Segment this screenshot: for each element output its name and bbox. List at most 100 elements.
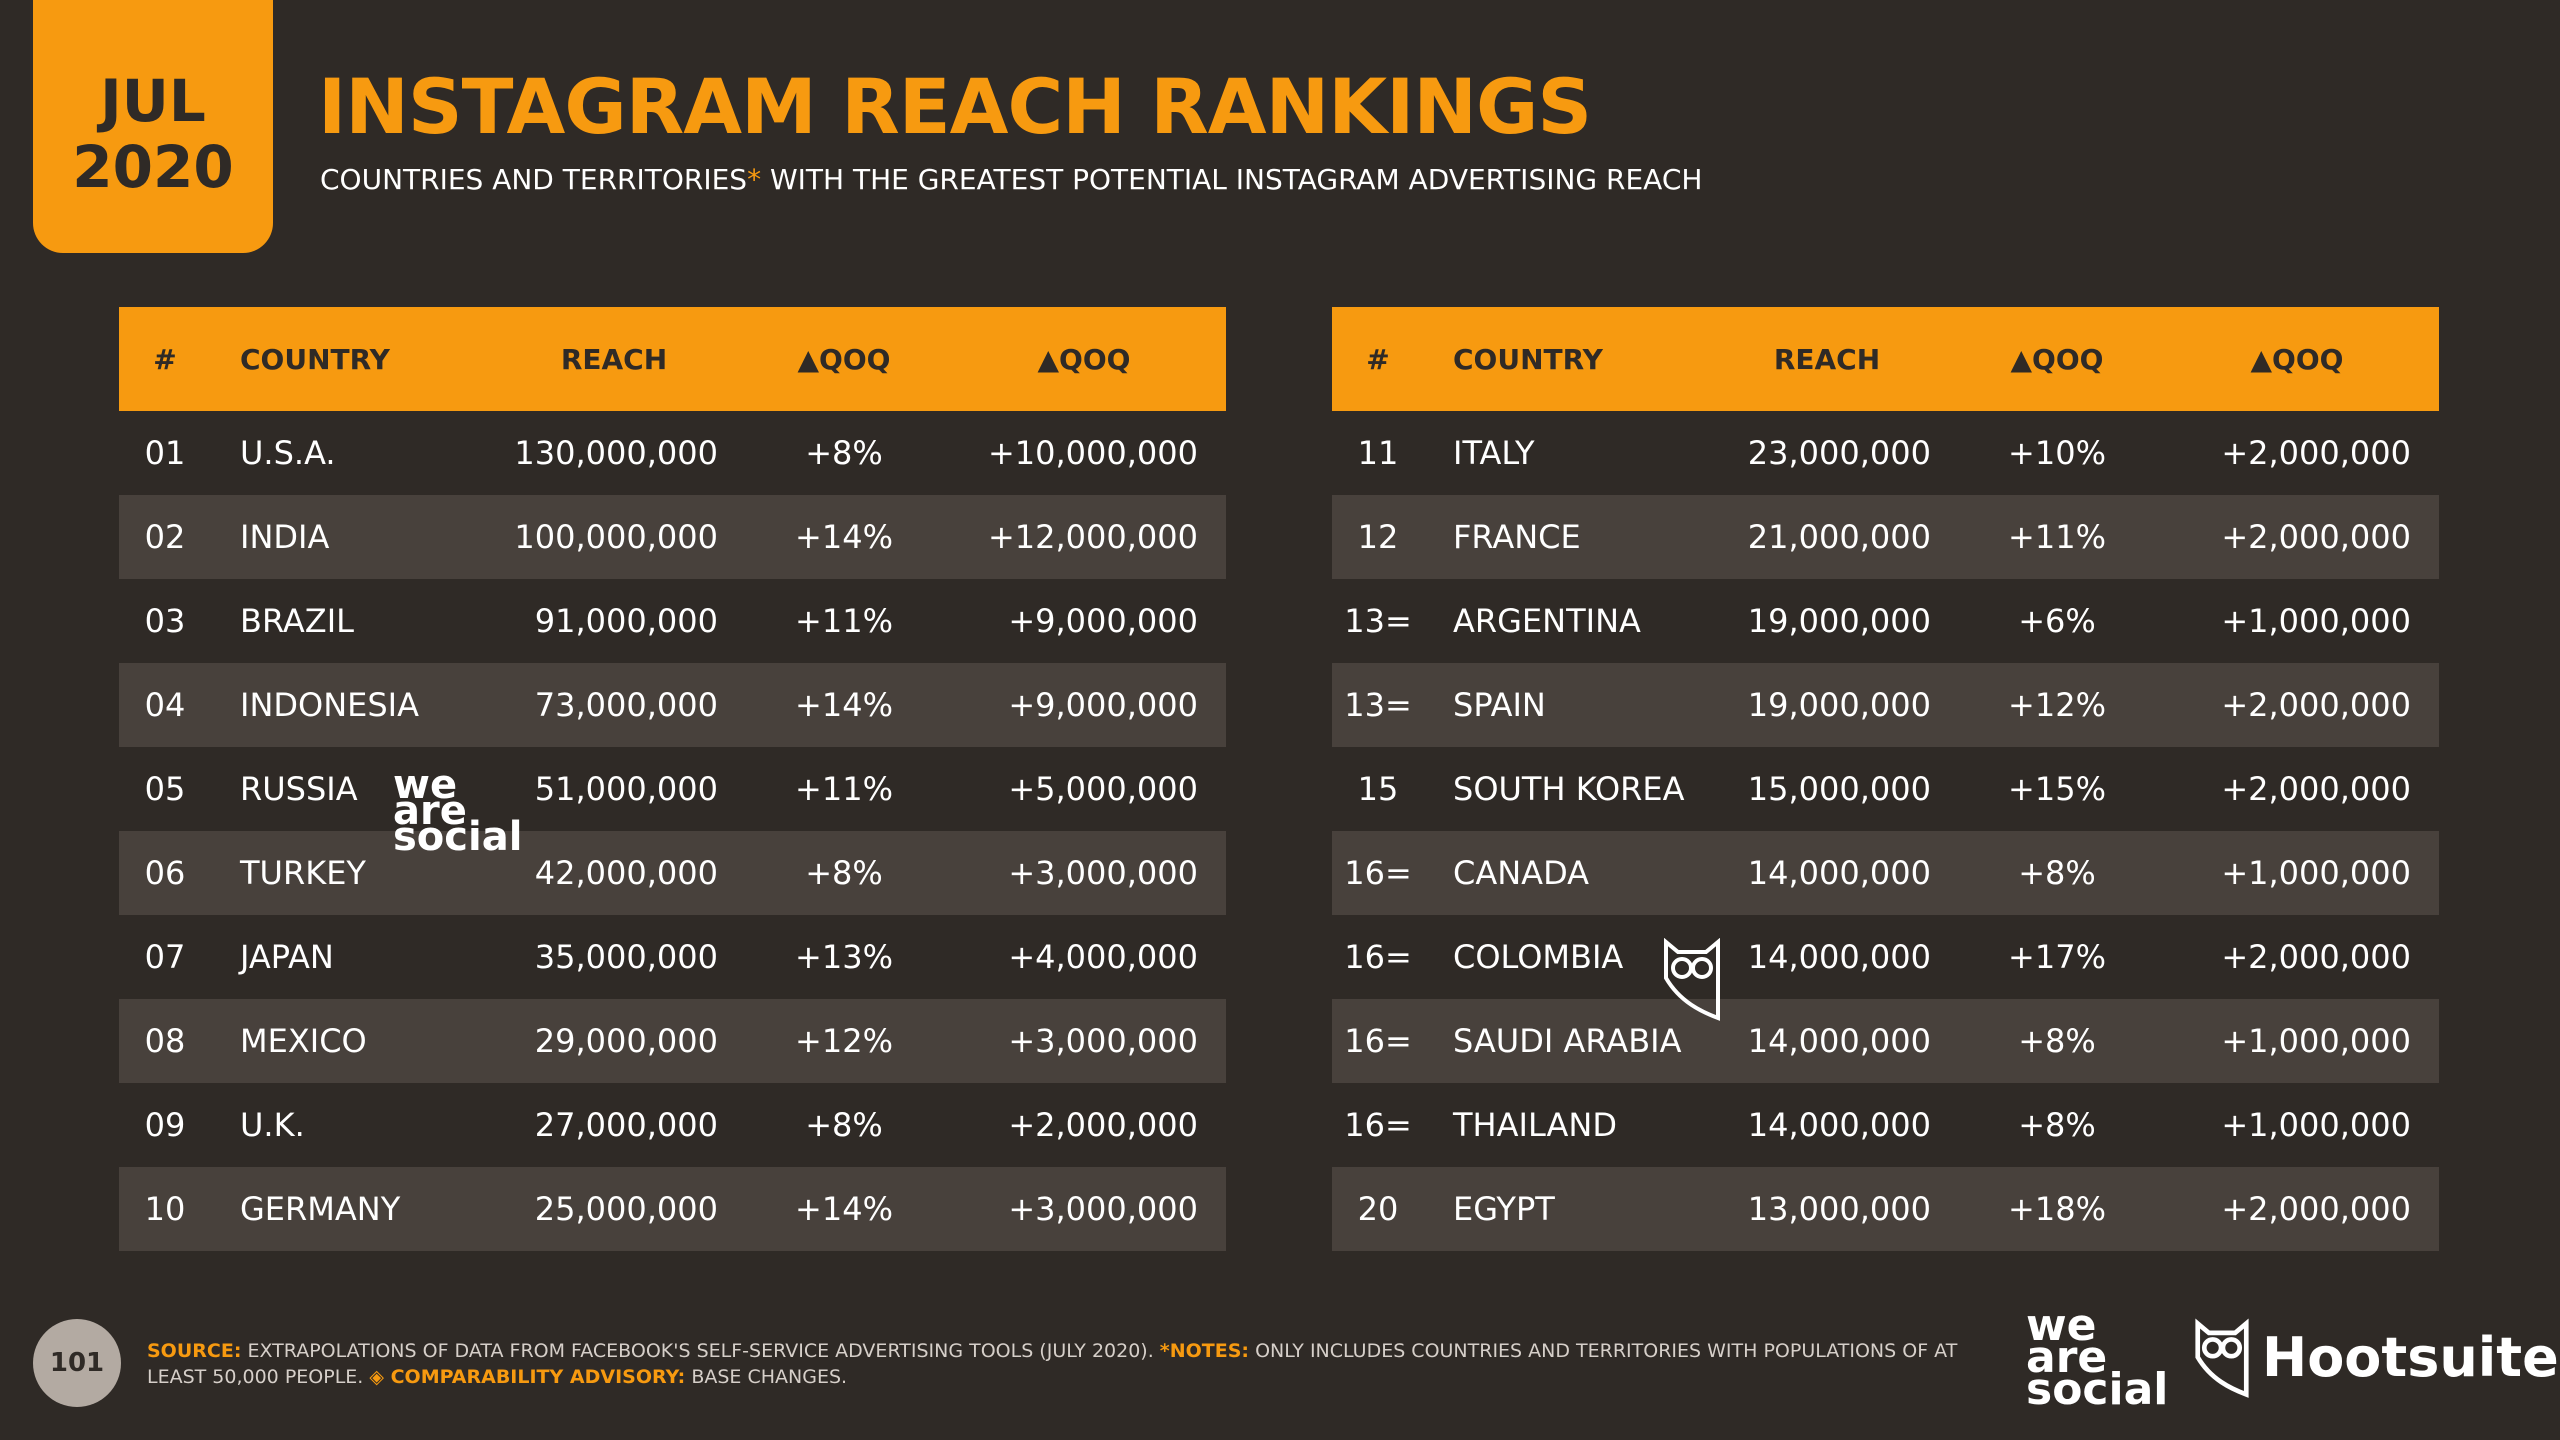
table-row: 20 EGYPT 13,000,000 +18% +2,000,000 (1332, 1167, 2439, 1251)
qoq-percent-cell: +8% (805, 854, 883, 892)
table-row: 13= SPAIN 19,000,000 +12% +2,000,000 (1332, 663, 2439, 747)
qoq-change-cell: +3,000,000 (1008, 1022, 1198, 1060)
table-row: 16= THAILAND 14,000,000 +8% +1,000,000 (1332, 1083, 2439, 1167)
country-cell: RUSSIA (240, 770, 358, 808)
qoq-percent-cell: +8% (805, 434, 883, 472)
source-text: EXTRAPOLATIONS OF DATA FROM FACEBOOK'S S… (247, 1340, 1154, 1362)
qoq-change-cell: +3,000,000 (1008, 854, 1198, 892)
rank-cell: 03 (144, 602, 186, 640)
rank-cell: 16= (1344, 938, 1412, 976)
qoq-percent-cell: +11% (2008, 518, 2106, 556)
hootsuite-owl (2195, 1318, 2249, 1398)
rank-cell: 08 (144, 1022, 186, 1060)
table-row: 08 MEXICO 29,000,000 +12% +3,000,000 (119, 999, 1226, 1083)
source-label: SOURCE: (147, 1340, 242, 1362)
rank-cell: 13= (1344, 686, 1412, 724)
page-number: 101 (33, 1319, 121, 1407)
table-row: 06 TURKEY 42,000,000 +8% +3,000,000 (119, 831, 1226, 915)
table-row: 02 INDIA 100,000,000 +14% +12,000,000 (119, 495, 1226, 579)
ranking-table: # COUNTRY REACH ▲QOQ ▲QOQ 01 U.S.A. 130,000,000… (119, 307, 1226, 1251)
logo-text: social (2026, 1364, 2169, 1415)
logo-text: Hootsuite (2262, 1326, 2559, 1389)
table-row: 16= SAUDI ARABIA 14,000,000 +8% +1,000,000 (1332, 999, 2439, 1083)
qoq-percent-cell: +14% (795, 518, 893, 556)
qoq-change-cell: +10,000,000 (987, 434, 1198, 472)
reach-cell: 14,000,000 (1747, 1106, 1931, 1144)
watermark-text: social (393, 814, 523, 860)
rank-cell: 01 (144, 434, 186, 472)
logo-text: we (2026, 1300, 2097, 1351)
qoq-change-cell: +1,000,000 (2221, 854, 2411, 892)
column-header: REACH (1773, 342, 1881, 376)
rank-cell: 02 (144, 518, 186, 556)
rank-cell: 05 (144, 770, 186, 808)
qoq-percent-cell: +17% (2008, 938, 2106, 976)
qoq-change-cell: +4,000,000 (1008, 938, 1198, 976)
reach-cell: 25,000,000 (534, 1190, 718, 1228)
rank-cell: 12 (1357, 518, 1399, 556)
table-row: 12 FRANCE 21,000,000 +11% +2,000,000 (1332, 495, 2439, 579)
reach-cell: 130,000,000 (514, 434, 718, 472)
rank-cell: 16= (1344, 1106, 1412, 1144)
rank-cell: 16= (1344, 1022, 1412, 1060)
table-row: 07 JAPAN 35,000,000 +13% +4,000,000 (119, 915, 1226, 999)
reach-cell: 14,000,000 (1747, 854, 1931, 892)
qoq-percent-cell: +8% (2018, 1106, 2096, 1144)
qoq-percent-cell: +8% (2018, 854, 2096, 892)
country-cell: ARGENTINA (1453, 602, 1641, 640)
qoq-change-cell: +1,000,000 (2221, 1022, 2411, 1060)
qoq-percent-cell: +12% (795, 1022, 893, 1060)
reach-cell: 19,000,000 (1747, 686, 1931, 724)
logo-text: are (2026, 1332, 2108, 1383)
reach-cell: 21,000,000 (1747, 518, 1931, 556)
column-header: COUNTRY (240, 342, 390, 376)
notes-text: ONLY INCLUDES COUNTRIES AND TERRITORIES … (147, 1340, 1958, 1388)
country-cell: INDIA (240, 518, 330, 556)
reach-cell: 100,000,000 (514, 518, 718, 556)
country-cell: ITALY (1453, 434, 1535, 472)
qoq-percent-cell: +15% (2008, 770, 2106, 808)
rank-cell: 09 (144, 1106, 186, 1144)
qoq-change-cell: +9,000,000 (1008, 686, 1198, 724)
date-badge: JUL 2020 (33, 0, 273, 253)
reach-cell: 14,000,000 (1747, 1022, 1931, 1060)
advisory-text: BASE CHANGES. (691, 1366, 848, 1388)
country-cell: INDONESIA (240, 686, 419, 724)
qoq-percent-cell: +8% (2018, 1022, 2096, 1060)
table-row: 01 U.S.A. 130,000,000 +8% +10,000,000 (119, 411, 1226, 495)
table-row: 15 SOUTH KOREA 15,000,000 +15% +2,000,000 (1332, 747, 2439, 831)
ranking-table: # COUNTRY REACH ▲QOQ ▲QOQ 11 ITALY 23,000,000 +1… (1332, 307, 2439, 1251)
qoq-change-cell: +2,000,000 (2221, 686, 2411, 724)
reach-cell: 51,000,000 (534, 770, 718, 808)
reach-cell: 23,000,000 (1747, 434, 1931, 472)
reach-cell: 73,000,000 (534, 686, 718, 724)
reach-cell: 14,000,000 (1747, 938, 1931, 976)
qoq-percent-cell: +13% (795, 938, 893, 976)
table-row: 09 U.K. 27,000,000 +8% +2,000,000 (119, 1083, 1226, 1167)
table-header: # COUNTRY REACH ▲QOQ ▲QOQ (1332, 307, 2439, 411)
reach-cell: 42,000,000 (534, 854, 718, 892)
qoq-change-cell: +1,000,000 (2221, 1106, 2411, 1144)
country-cell: BRAZIL (240, 602, 354, 640)
country-cell: JAPAN (240, 938, 334, 976)
reach-cell: 15,000,000 (1747, 770, 1931, 808)
footer-notes: SOURCE: EXTRAPOLATIONS OF DATA FROM FACE… (147, 1338, 1977, 1390)
notes-label: *NOTES: (1159, 1340, 1250, 1362)
hootsuite-logo: Hootsuite® (2262, 1326, 2560, 1389)
country-cell: EGYPT (1453, 1190, 1555, 1228)
column-header: ▲QOQ (2010, 342, 2104, 376)
qoq-change-cell: +2,000,000 (2221, 518, 2411, 556)
country-cell: FRANCE (1453, 518, 1581, 556)
country-cell: CANADA (1453, 854, 1590, 892)
column-header: ▲QOQ (797, 342, 891, 376)
rank-cell: 13= (1344, 602, 1412, 640)
country-cell: U.S.A. (240, 434, 336, 472)
subtitle-start: COUNTRIES AND TERRITORIES (320, 163, 748, 196)
logo-mark: ® (2559, 1338, 2560, 1362)
column-header: REACH (560, 342, 668, 376)
column-header: ▲QOQ (1037, 342, 1131, 376)
country-cell: U.K. (240, 1106, 305, 1144)
reach-cell: 27,000,000 (534, 1106, 718, 1144)
advisory-label: ◈ COMPARABILITY ADVISORY: (369, 1366, 686, 1388)
qoq-percent-cell: +6% (2018, 602, 2096, 640)
